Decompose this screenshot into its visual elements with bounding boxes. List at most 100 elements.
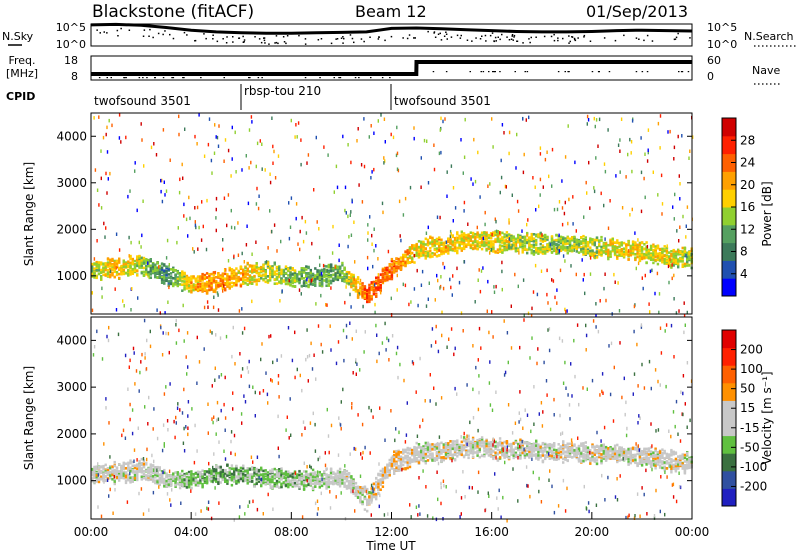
heatmap-cell: [451, 293, 453, 297]
heatmap-cell: [496, 232, 500, 235]
heatmap-cell: [392, 135, 395, 140]
nsearch-point: [557, 39, 559, 42]
heatmap-cell: [215, 284, 218, 287]
heatmap-cell: [150, 145, 153, 150]
heatmap-cell: [120, 264, 123, 268]
heatmap-cell: [411, 247, 414, 250]
heatmap-cell: [553, 240, 556, 244]
heatmap-cell: [128, 235, 130, 240]
heatmap-cell: [384, 276, 387, 279]
heatmap-cell: [172, 283, 175, 287]
heatmap-cell: [109, 466, 112, 470]
heatmap-cell: [226, 474, 229, 477]
heatmap-cell: [309, 271, 312, 275]
heatmap-cell: [665, 246, 669, 250]
heatmap-cell: [598, 250, 601, 254]
heatmap-cell: [582, 241, 585, 245]
heatmap-cell: [517, 284, 519, 289]
heatmap-cell: [291, 277, 294, 281]
heatmap-cell: [644, 195, 646, 200]
heatmap-cell: [440, 275, 442, 279]
heatmap-cell: [131, 468, 134, 472]
heatmap-cell: [168, 263, 170, 267]
heatmap-cell: [239, 266, 243, 269]
heatmap-cell: [487, 279, 489, 284]
heatmap-cell: [398, 199, 401, 204]
heatmap-cell: [347, 271, 351, 274]
heatmap-cell: [425, 304, 428, 308]
heatmap-cell: [637, 261, 640, 266]
heatmap-cell: [235, 170, 237, 174]
nave-point: [123, 77, 125, 79]
y-tick-label: 4000: [56, 129, 87, 143]
heatmap-cell: [618, 253, 621, 257]
heatmap-cell: [575, 245, 578, 249]
heatmap-cell: [442, 246, 445, 249]
heatmap-cell: [462, 245, 466, 249]
heatmap-cell: [264, 275, 267, 279]
heatmap-cell: [131, 272, 134, 275]
heatmap-cell: [433, 240, 436, 243]
heatmap-cell: [368, 288, 371, 291]
heatmap-cell: [133, 466, 137, 470]
heatmap-cell: [492, 145, 494, 149]
heatmap-cell: [487, 247, 491, 251]
heatmap-cell: [178, 132, 180, 137]
heatmap-cell: [253, 266, 256, 269]
heatmap-cell: [237, 253, 240, 257]
heatmap-cell: [361, 296, 364, 299]
heatmap-cell: [185, 280, 189, 284]
heatmap-cell: [674, 261, 678, 264]
heatmap-cell: [451, 243, 454, 247]
heatmap-cell: [334, 277, 337, 281]
heatmap-cell: [161, 199, 164, 204]
heatmap-cell: [212, 288, 216, 292]
heatmap-cell: [555, 252, 558, 255]
heatmap-cell: [408, 261, 412, 264]
heatmap-cell: [127, 269, 130, 272]
heatmap-cell: [120, 467, 123, 470]
heatmap-cell: [575, 238, 578, 242]
heatmap-cell: [109, 171, 111, 176]
heatmap-cell: [583, 215, 585, 219]
heatmap-cell: [136, 264, 139, 268]
heatmap-cell: [611, 237, 614, 241]
heatmap-cell: [620, 117, 623, 121]
heatmap-cell: [201, 200, 203, 204]
heatmap-cell: [589, 256, 592, 260]
heatmap-cell: [194, 483, 198, 487]
nsearch-point: [232, 36, 234, 38]
heatmap-cell: [477, 278, 479, 282]
nsearch-point: [577, 37, 579, 39]
heatmap-cell: [508, 237, 511, 241]
nave-point: [339, 77, 342, 79]
heatmap-cell: [665, 259, 669, 262]
heatmap-cell: [124, 265, 128, 268]
heatmap-cell: [104, 479, 107, 483]
heatmap-cell: [221, 473, 225, 476]
nsearch-point: [143, 29, 146, 31]
heatmap-cell: [564, 259, 566, 263]
heatmap-cell: [343, 274, 346, 278]
heatmap-cell: [449, 277, 451, 282]
heatmap-cell: [366, 292, 369, 296]
heatmap-cell: [109, 262, 112, 265]
heatmap-cell: [663, 262, 666, 265]
heatmap-cell: [149, 270, 152, 273]
heatmap-cell: [160, 476, 164, 480]
heatmap-cell: [102, 472, 105, 475]
heatmap-cell: [136, 478, 139, 482]
heatmap-cell: [278, 280, 281, 283]
heatmap-cell: [113, 261, 116, 264]
heatmap-cell: [523, 236, 527, 239]
nsearch-point: [304, 43, 307, 45]
nsearch-point: [499, 38, 501, 41]
heatmap-cell: [257, 267, 261, 271]
heatmap-cell: [371, 233, 373, 238]
heatmap-cell: [631, 246, 635, 250]
heatmap-cell: [93, 276, 96, 279]
heatmap-cell: [127, 265, 130, 269]
heatmap-cell: [104, 235, 106, 239]
heatmap-cell: [212, 478, 216, 482]
heatmap-cell: [318, 269, 321, 272]
